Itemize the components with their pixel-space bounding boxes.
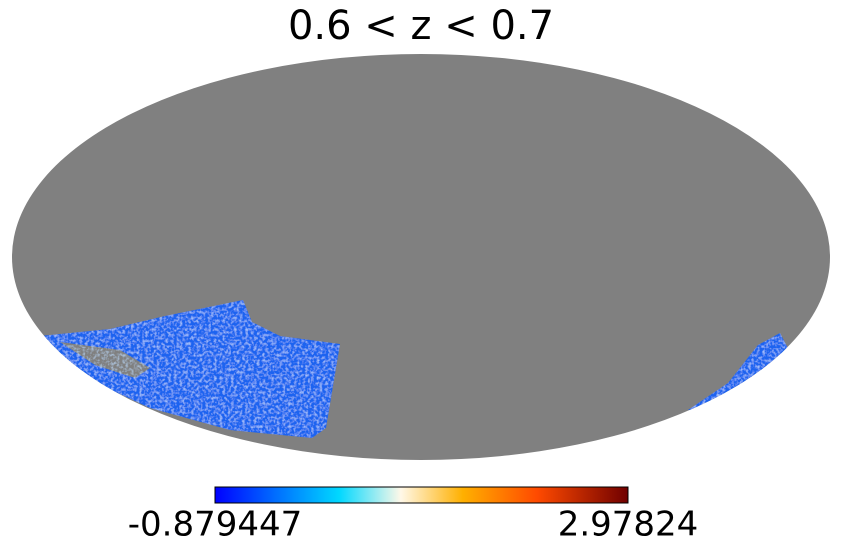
colorbar-max-label: 2.97824	[558, 505, 699, 545]
colorbar	[214, 486, 629, 504]
footprint-gap	[60, 342, 150, 378]
survey-footprint	[40, 300, 792, 438]
footprint-region	[40, 300, 340, 438]
footprint-region	[688, 333, 792, 413]
map-title: 0.6 < z < 0.7	[288, 3, 554, 49]
colorbar-min-label: -0.879447	[128, 505, 303, 545]
